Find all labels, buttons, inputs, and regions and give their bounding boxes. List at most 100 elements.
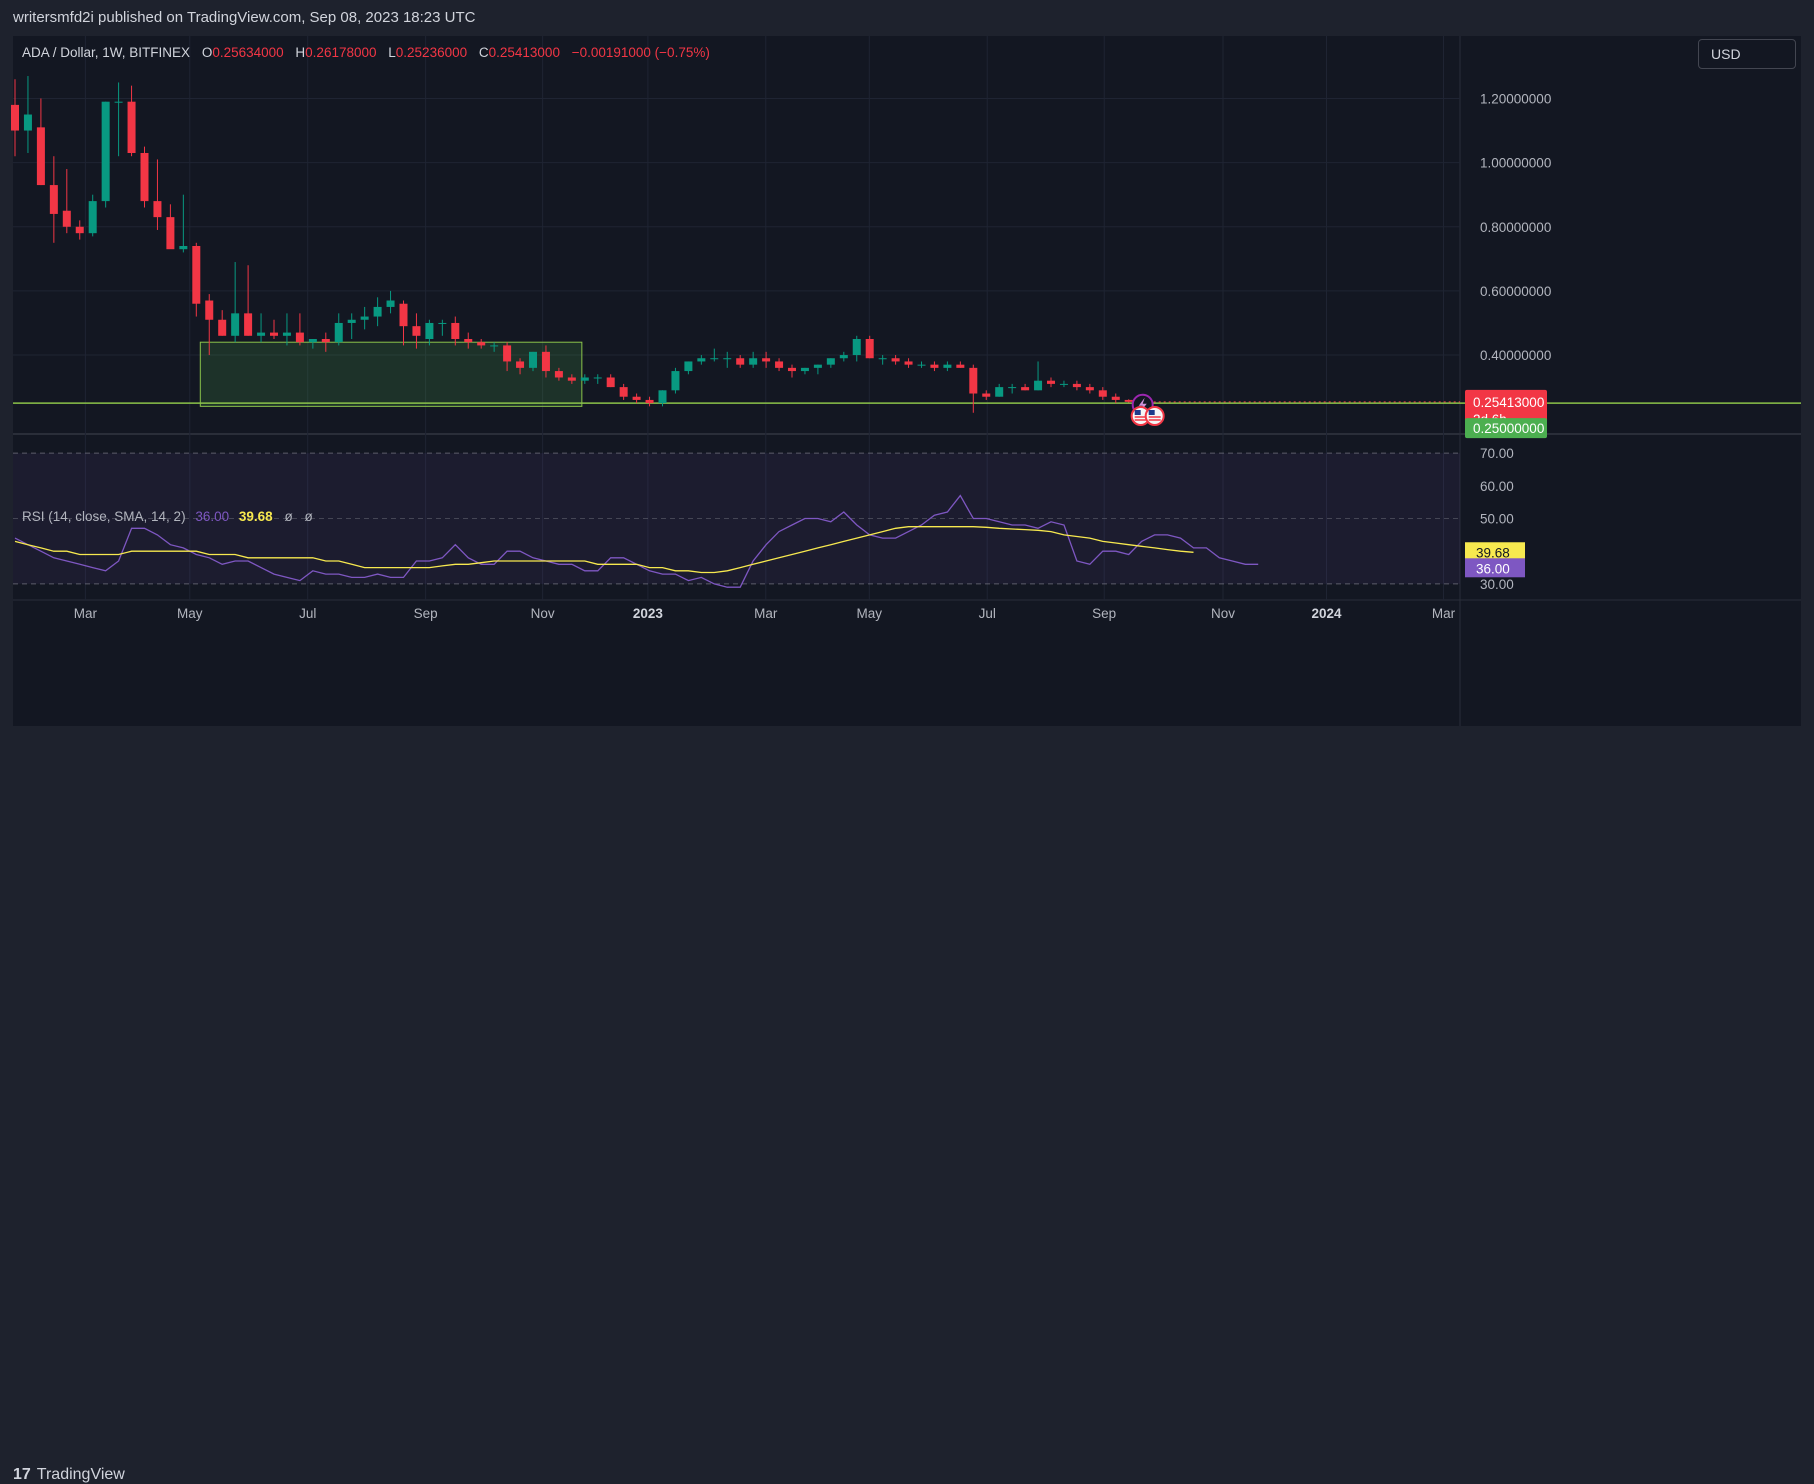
candle-body <box>645 399 654 404</box>
x-tick-label: Sep <box>1092 606 1116 621</box>
candle-body <box>865 339 874 359</box>
candle-body <box>464 339 473 343</box>
candle-body <box>75 226 84 234</box>
candle-body <box>632 396 641 400</box>
rsi-y-tick-label: 60.00 <box>1480 479 1514 494</box>
candle-body <box>969 367 978 394</box>
y-tick-label: 0.80000000 <box>1480 220 1551 235</box>
candle-body <box>1021 387 1030 391</box>
candle-body <box>813 364 822 368</box>
candle-body <box>308 339 317 343</box>
y-tick-label: 0.60000000 <box>1480 284 1551 299</box>
sma-value-label-bg <box>1465 542 1525 562</box>
candle-body <box>1047 380 1055 384</box>
x-tick-label: Jul <box>299 606 316 621</box>
candle-body <box>140 153 149 202</box>
rsi-y-tick-label: 30.00 <box>1480 577 1514 592</box>
y-tick-label: 1.20000000 <box>1480 91 1551 106</box>
candle-body <box>749 358 758 365</box>
candle-body <box>697 358 706 362</box>
candle-body <box>218 319 227 336</box>
open-value: 0.25634000 <box>212 45 284 60</box>
x-tick-label: Nov <box>1211 606 1235 621</box>
rsi-legend: RSI (14, close, SMA, 14, 2) 36.00 39.68 … <box>22 509 313 524</box>
rsi-phi-2: ø <box>304 509 313 524</box>
candle-body <box>1072 383 1081 388</box>
candle-body <box>529 351 537 368</box>
candle-body <box>943 364 952 368</box>
candle-body <box>891 358 900 362</box>
candle-body <box>762 358 771 362</box>
candle-body <box>503 345 512 362</box>
candle-body <box>101 101 110 202</box>
candle-body <box>88 201 97 234</box>
low-value: 0.25236000 <box>395 45 468 60</box>
candle-body <box>1124 399 1133 402</box>
x-tick-label: Mar <box>754 606 778 621</box>
candle-body <box>684 361 693 372</box>
candle-body <box>826 358 835 365</box>
publisher-line: writersmfd2i published on TradingView.co… <box>13 9 476 26</box>
currency-button[interactable]: USD <box>1698 39 1796 69</box>
y-tick-label: 1.00000000 <box>1480 156 1551 171</box>
high-value: 0.26178000 <box>305 45 377 60</box>
candle-body <box>1034 380 1043 391</box>
footer: 17 TradingView <box>0 726 1814 1483</box>
candle-body <box>904 361 913 365</box>
rsi-sma-value: 39.68 <box>238 509 273 524</box>
candle-body <box>606 377 615 388</box>
range-box <box>199 341 583 407</box>
x-tick-label: 2024 <box>1311 606 1342 621</box>
x-tick-label: Jul <box>979 606 996 621</box>
chart-canvas[interactable]: Mar May Jul Sep Nov 2023 Mar May Jul Sep Nov 2024 Ma… <box>0 0 1814 770</box>
candle-body <box>399 303 408 327</box>
symbol-label[interactable]: ADA / Dollar, 1W, BITFINEX <box>22 45 191 60</box>
level-label: 0.25000000 <box>1473 421 1544 436</box>
candle-body <box>878 358 887 360</box>
close-key: C <box>478 45 489 60</box>
candle-body <box>321 339 330 343</box>
candle-body <box>425 322 434 339</box>
x-tick-label: May <box>177 606 203 621</box>
rsi-value: 36.00 <box>195 509 230 524</box>
candle-body <box>438 322 447 324</box>
tradingview-logo[interactable]: 17 TradingView <box>13 1466 125 1484</box>
chart-area[interactable] <box>13 36 1801 726</box>
candle-body <box>36 127 45 186</box>
candle-body <box>11 104 19 131</box>
candle-body <box>166 217 175 250</box>
candle-body <box>257 332 266 336</box>
candle-body <box>282 332 291 336</box>
candle-body <box>593 377 602 379</box>
candle-body <box>386 300 395 307</box>
x-tick-label: Mar <box>74 606 98 621</box>
rsi-y-tick-label: 70.00 <box>1480 446 1514 461</box>
candle-body <box>580 377 589 381</box>
candle-body <box>658 390 667 404</box>
x-tick-label: May <box>857 606 883 621</box>
low-key: L <box>388 45 396 60</box>
close-value: 0.25413000 <box>488 45 560 60</box>
lightning-icon <box>1138 397 1147 412</box>
candle-body <box>49 185 58 214</box>
change-value: −0.00191000 (−0.75%) <box>571 45 710 60</box>
rsi-value-label: 36.00 <box>1476 561 1510 576</box>
candle-body <box>360 316 369 320</box>
candle-body <box>671 371 680 391</box>
x-tick-label: Mar <box>1432 606 1456 621</box>
candle-body <box>153 201 162 218</box>
rsi-band-fill <box>13 453 1460 584</box>
sma-value-label: 39.68 <box>1476 545 1510 560</box>
rsi-label[interactable]: RSI (14, close, SMA, 14, 2) <box>22 509 186 524</box>
candle-body <box>800 367 809 372</box>
rsi-y-tick-label: 50.00 <box>1480 512 1514 527</box>
candle-body <box>930 364 939 368</box>
flag-canton <box>1148 410 1155 415</box>
x-tick-label: Nov <box>531 606 555 621</box>
flag-canton <box>1134 410 1141 415</box>
us-flag-icon <box>1144 406 1165 426</box>
candle-body <box>1085 387 1094 391</box>
candle-body <box>347 319 356 323</box>
candle-body <box>554 371 563 378</box>
candle-body <box>723 358 732 360</box>
